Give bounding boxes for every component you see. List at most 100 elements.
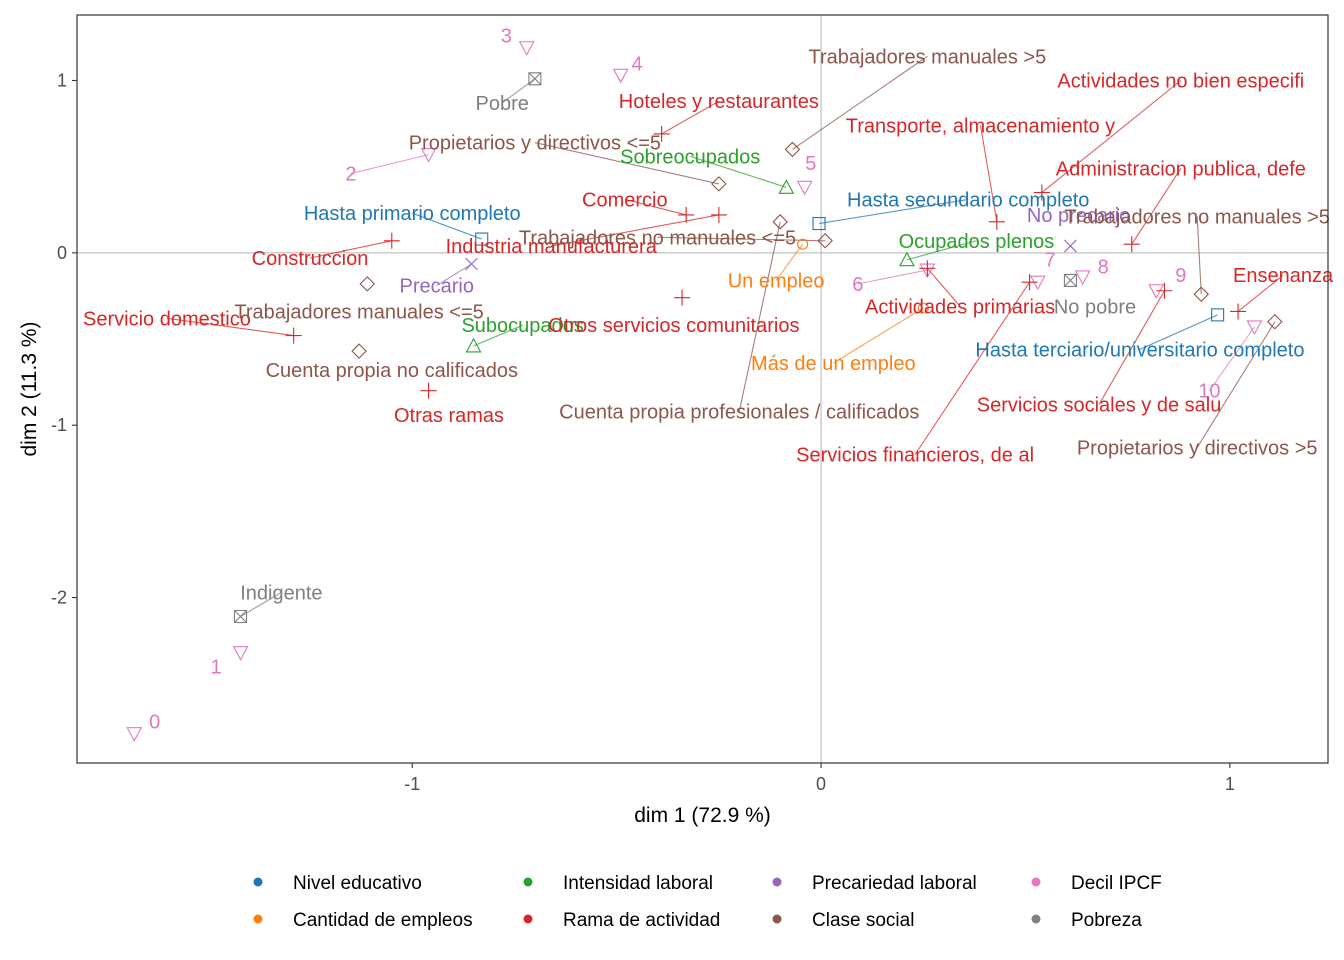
legend-item-pobreza: Pobreza xyxy=(1031,910,1142,931)
leader-line-hasta-primario-completo xyxy=(412,212,482,240)
legend-key-dot xyxy=(523,877,533,887)
marker-nivel-educativo-hasta-secundario-completo xyxy=(812,216,826,231)
leader-line-cuenta-propia-profesionales-calificados xyxy=(738,221,781,412)
point-label-subocupados: Subocupados xyxy=(461,315,583,337)
leader-line-actividades-no-bien-especifi xyxy=(1041,80,1182,193)
marker-nivel-educativo-hasta-primario-completo xyxy=(475,232,489,246)
y-tick-label: 1 xyxy=(57,70,67,90)
point-label-un-empleo: Un empleo xyxy=(728,270,825,292)
point-label-5: 5 xyxy=(805,153,816,175)
marker-rama-de-actividad-industria-manufacturera xyxy=(710,206,727,223)
point-label-3: 3 xyxy=(501,26,512,48)
y-tick-label: 0 xyxy=(57,243,67,263)
label-leader-lines xyxy=(166,55,1284,617)
legend: Nivel educativo Cantidad de empleos Intens… xyxy=(253,873,1162,931)
legend-label: Nivel educativo xyxy=(293,873,422,894)
marker-clase-social-propietarios-y-directivos-5 xyxy=(711,176,727,192)
leader-line-administracion-publica-defe xyxy=(1131,168,1182,245)
leader-line-propietarios-y-directivos-5 xyxy=(1196,321,1276,448)
leader-line-ocupados-plenos xyxy=(906,240,977,261)
marker-clase-social-trabajadores-no-manuales-5 xyxy=(817,233,833,249)
point-label-hasta-primario-completo: Hasta primario completo xyxy=(304,203,521,225)
leader-line-construccion xyxy=(309,240,392,259)
x-tick-label: 0 xyxy=(816,774,826,794)
leader-line-trabajadores-no-manuales-5 xyxy=(657,236,826,242)
legend-item-precariedad-laboral: Precariedad laboral xyxy=(772,873,977,894)
legend-item-decil-ipcf: Decil IPCF xyxy=(1031,873,1162,894)
marker-cantidad-de-empleos-mas-de-un-empleo xyxy=(917,302,929,314)
marker-rama-de-actividad-hoteles-y-restaurantes xyxy=(653,125,670,142)
zero-reference-lines xyxy=(77,15,1328,763)
point-label-servicios-financieros-de-al: Servicios financieros, de al xyxy=(796,444,1034,466)
marker-pobreza-no-pobre xyxy=(1063,273,1077,287)
point-label-transporte-almacenamiento-y: Transporte, almacenamiento y xyxy=(846,115,1115,137)
legend-label: Rama de actividad xyxy=(563,910,720,931)
leader-line-6 xyxy=(857,269,928,285)
point-label-propietarios-y-directivos-5: Propietarios y directivos <=5 xyxy=(409,133,661,155)
leader-line-2 xyxy=(350,154,429,175)
leader-line-subocupados xyxy=(473,324,523,347)
point-label-1: 1 xyxy=(210,656,221,678)
leader-line-comercio xyxy=(624,198,687,216)
legend-item-nivel-educativo: Nivel educativo xyxy=(253,873,422,894)
x-tick-label: -1 xyxy=(404,774,420,794)
legend-label: Pobreza xyxy=(1071,910,1142,931)
marker-rama-de-actividad-actividades-no-bien-especifi xyxy=(1033,184,1050,201)
legend-label: Clase social xyxy=(812,910,914,931)
point-labels: Hasta primario completo Hasta secundario … xyxy=(83,26,1334,734)
point-label-precario: Precario xyxy=(400,276,474,298)
point-label-hoteles-y-restaurantes: Hoteles y restaurantes xyxy=(619,91,819,113)
marker-precariedad-laboral-no-precario xyxy=(1064,239,1077,253)
marker-rama-de-actividad-servicio-domestico xyxy=(285,327,302,344)
marker-clase-social-propietarios-y-directivos-5 xyxy=(1267,314,1283,330)
point-markers xyxy=(126,41,1283,742)
legend-key-dot xyxy=(523,914,533,924)
marker-pobreza-indigente xyxy=(233,609,248,624)
point-label-pobre: Pobre xyxy=(475,93,528,115)
legend-label: Cantidad de empleos xyxy=(293,910,473,931)
point-label-servicios-sociales-y-de-salu: Servicios sociales y de salu xyxy=(977,395,1222,417)
point-label-4: 4 xyxy=(632,53,643,75)
point-label-industria-manufacturera: Industria manufacturera xyxy=(446,236,658,258)
marker-intensidad-laboral-ocupados-plenos xyxy=(898,251,915,267)
point-label-propietarios-y-directivos-5: Propietarios y directivos >5 xyxy=(1077,438,1318,460)
point-label-indigente: Indigente xyxy=(240,582,322,604)
leader-line-ensenanza xyxy=(1237,274,1284,312)
marker-decil-ipcf-0 xyxy=(126,727,143,742)
marker-rama-de-actividad-servicios-sociales-y-de-salu xyxy=(1156,282,1173,299)
legend-label: Intensidad laboral xyxy=(563,873,713,894)
point-label-hasta-terciario-universitario-completo: Hasta terciario/universitario completo xyxy=(975,339,1304,361)
leader-line-hasta-terciario-universitario-completo xyxy=(1139,314,1218,350)
leader-line-10 xyxy=(1208,326,1255,392)
leader-line-sobreocupados xyxy=(690,155,787,188)
point-label-trabajadores-no-manuales-5: Trabajadores no manuales >5 xyxy=(1064,207,1330,229)
point-label-ensenanza: Ensenanza xyxy=(1233,265,1334,287)
marker-clase-social-trabajadores-manuales-5 xyxy=(784,141,801,158)
marker-rama-de-actividad-servicios-financieros-de-al xyxy=(1021,274,1038,291)
point-label-0: 0 xyxy=(149,712,160,734)
point-label-mas-de-un-empleo: Más de un empleo xyxy=(751,353,916,375)
marker-rama-de-actividad-otros-servicios-comunitarios xyxy=(674,289,691,306)
point-label-hasta-secundario-completo: Hasta secundario completo xyxy=(847,189,1089,211)
legend-key-dot xyxy=(772,877,782,887)
marker-decil-ipcf-4 xyxy=(612,68,629,84)
point-label-trabajadores-no-manuales-5: Trabajadores no manuales <=5 xyxy=(519,227,796,249)
x-axis-title: dim 1 (72.9 %) xyxy=(634,804,771,827)
marker-rama-de-actividad-actividades-primarias xyxy=(919,260,936,277)
point-label-sobreocupados: Sobreocupados xyxy=(620,146,760,168)
marker-rama-de-actividad-construccion xyxy=(383,232,400,249)
point-label-6: 6 xyxy=(852,274,863,296)
leader-line-trabajadores-manuales-5 xyxy=(792,55,928,150)
legend-label: Decil IPCF xyxy=(1071,873,1162,894)
legend-item-cantidad-de-empleos: Cantidad de empleos xyxy=(253,910,473,931)
marker-decil-ipcf-10 xyxy=(1246,320,1263,336)
leader-line-servicio-domestico xyxy=(166,317,294,337)
marker-intensidad-laboral-subocupados xyxy=(465,337,482,353)
marker-rama-de-actividad-otras-ramas xyxy=(420,382,437,399)
leader-line-hasta-secundario-completo xyxy=(818,198,969,225)
point-label-no-pobre: No pobre xyxy=(1054,296,1136,318)
leader-line-un-empleo xyxy=(775,243,804,281)
x-tick-label: 1 xyxy=(1225,774,1235,794)
legend-item-intensidad-laboral: Intensidad laboral xyxy=(523,873,713,894)
